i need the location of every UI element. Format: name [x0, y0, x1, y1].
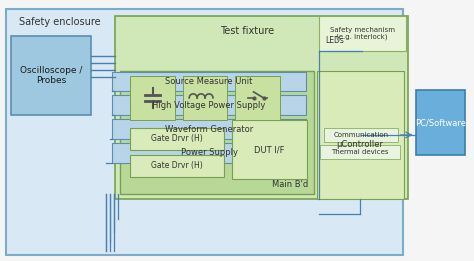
Bar — [112, 119, 306, 139]
Bar — [235, 76, 280, 120]
Text: LEDs: LEDs — [325, 36, 344, 45]
Text: Gate Drvr (H): Gate Drvr (H) — [151, 134, 203, 143]
Bar — [183, 76, 228, 120]
Text: Main B'd: Main B'd — [273, 180, 309, 189]
Text: Gate Drvr (H): Gate Drvr (H) — [151, 161, 203, 170]
Bar — [112, 95, 306, 115]
Text: PC/Software: PC/Software — [415, 118, 466, 127]
Bar — [11, 36, 91, 115]
Text: DUT I/F: DUT I/F — [254, 145, 285, 154]
Text: Communication: Communication — [334, 132, 389, 138]
Bar — [130, 76, 175, 120]
Bar — [115, 16, 408, 199]
Text: Waveform Generator: Waveform Generator — [165, 124, 253, 134]
Text: Thermal devices: Thermal devices — [331, 149, 389, 155]
Bar — [232, 120, 307, 180]
Text: Safety mechanism
(e.g. Interlock): Safety mechanism (e.g. Interlock) — [329, 27, 395, 40]
Bar — [112, 143, 306, 163]
Bar — [120, 71, 314, 194]
Bar — [130, 128, 224, 150]
Text: Test fixture: Test fixture — [220, 26, 274, 36]
Bar — [6, 9, 403, 255]
Text: Power Supply: Power Supply — [181, 148, 237, 157]
Bar — [319, 16, 406, 51]
Text: μController: μController — [337, 140, 383, 149]
Bar — [325, 128, 398, 142]
Bar — [416, 90, 465, 155]
Text: Source Measure Unit: Source Measure Unit — [165, 77, 253, 86]
Text: Oscilloscope /
Probes: Oscilloscope / Probes — [20, 66, 82, 85]
Bar — [317, 71, 404, 199]
Bar — [112, 72, 306, 91]
Text: High Voltage Power Supply: High Voltage Power Supply — [152, 101, 266, 110]
Text: Safety enclosure: Safety enclosure — [19, 17, 101, 27]
Bar — [320, 145, 400, 159]
Bar — [130, 155, 224, 176]
